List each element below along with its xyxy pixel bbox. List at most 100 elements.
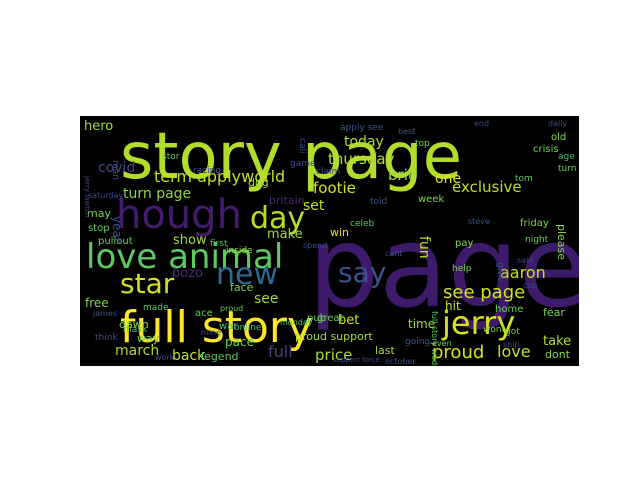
wordcloud-word: week [418, 194, 444, 205]
wordcloud-word: brit [388, 166, 414, 184]
wordcloud-word: term applyworld [154, 167, 285, 186]
wordcloud-word: racing [193, 166, 221, 176]
wordcloud-word: cant [385, 249, 403, 258]
wordcloud-word: got [505, 327, 520, 337]
wordcloud-word: new [216, 257, 278, 292]
wordcloud-word: turn page [123, 186, 191, 202]
wordcloud-word: please [555, 224, 568, 260]
wordcloud-word: dog [248, 176, 269, 189]
wordcloud-word: think [95, 333, 118, 343]
wordcloud-word: story page [120, 120, 462, 194]
wordcloud-word: proud [220, 304, 243, 313]
wordcloud-word: take [543, 334, 571, 349]
wordcloud-word: inside [226, 246, 253, 256]
wordcloud-word: proud [432, 342, 484, 363]
wordcloud-word: stop [88, 223, 110, 234]
wordcloud-word: stor [162, 152, 180, 162]
wordcloud-word: march [115, 343, 159, 359]
wordcloud-word: man [110, 160, 120, 180]
wordcloud-word: cali [297, 138, 307, 153]
wordcloud-word: footie [313, 179, 356, 197]
wordcloud-word: dawn [119, 318, 149, 331]
wordcloud-word: full [268, 342, 293, 361]
wordcloud-word: full story wednesday [430, 311, 439, 366]
wordcloud-word: monday [280, 318, 313, 327]
wordcloud-word: great [317, 313, 344, 324]
wordcloud-word: win [330, 226, 349, 239]
wordcloud-word: support force [333, 356, 380, 364]
wordcloud-word: war [219, 321, 238, 332]
wordcloud-word: face [230, 281, 254, 294]
wordcloud-word: see [254, 291, 279, 307]
wordcloud-image: story page page hough day love animal new say f… [80, 116, 579, 366]
wordcloud-word: bozo [172, 266, 203, 281]
wordcloud-word: last [375, 344, 396, 357]
wordcloud-word: one [435, 171, 461, 187]
wordcloud-word: love [497, 342, 531, 361]
wordcloud-word: britain [269, 194, 305, 207]
wordcloud-word: mine [201, 328, 221, 337]
wordcloud-word: wont [483, 325, 506, 335]
wordcloud-word: work [155, 353, 175, 362]
wordcloud-word: make [267, 227, 303, 242]
wordcloud-word: star [120, 267, 175, 300]
wordcloud-word: said [517, 256, 533, 265]
wordcloud-word: home [495, 304, 523, 315]
wordcloud-word: bet [338, 313, 359, 328]
wordcloud-word: james [92, 309, 117, 318]
wordcloud-word: end [474, 119, 489, 128]
wordcloud-word: fear [543, 306, 565, 319]
wordcloud-word: told [370, 197, 387, 207]
wordcloud-word: even [432, 339, 452, 348]
wordcloud-word: mask [123, 325, 148, 335]
wordcloud-word: turn [558, 164, 576, 174]
wordcloud-word: set [303, 198, 325, 214]
wordcloud-word: best [398, 127, 415, 136]
wordcloud-word: age [558, 152, 575, 162]
wordcloud-word: free [85, 296, 109, 310]
wordcloud-word: pullout [98, 236, 133, 247]
wordcloud-word: aaron [500, 263, 546, 282]
wordcloud-word: may [87, 207, 111, 220]
wordcloud-word: help [452, 264, 472, 274]
wordcloud-word: pace [225, 335, 254, 349]
wordcloud-word: pay [455, 238, 473, 249]
wordcloud-word: covid [98, 160, 135, 176]
wordcloud-word: apply see [340, 123, 384, 133]
wordcloud-word: proud support [295, 330, 373, 343]
wordcloud-word: hough [116, 192, 242, 238]
wordcloud-word: love animal [86, 237, 283, 277]
wordcloud-word: first [210, 239, 228, 249]
wordcloud-word: fun [416, 236, 432, 259]
wordcloud-word: jerry lawton [83, 175, 91, 218]
wordcloud-word: see page [443, 282, 525, 303]
wordcloud-word: jerry [441, 304, 515, 342]
wordcloud-word: time [408, 317, 435, 331]
wordcloud-word: way [137, 332, 160, 345]
wordcloud-word: ship [503, 340, 520, 349]
wordcloud-word: thursday [328, 150, 395, 168]
wordcloud-word: old [551, 132, 566, 143]
wordcloud-word: say [338, 256, 386, 289]
wordcloud-word: saturday [88, 191, 123, 200]
wordcloud-word: price [315, 346, 352, 364]
wordcloud-word: dont [545, 348, 571, 361]
wordcloud-word: celeb [350, 219, 375, 229]
wordcloud-word: claim [316, 167, 340, 177]
wordcloud-word: night [525, 235, 549, 245]
wordcloud-word: daily [548, 119, 567, 128]
wordcloud-word: page [308, 203, 579, 333]
wordcloud-word: online [234, 323, 262, 333]
wordcloud-word: legend [201, 350, 239, 363]
wordcloud-word: today [344, 134, 384, 150]
wordcloud-word: tom [515, 174, 533, 184]
wordcloud-word: steve [468, 217, 490, 226]
wordcloud-word: cop [523, 281, 537, 290]
wordcloud-word: friday [520, 218, 549, 229]
wordcloud-word: going [405, 337, 430, 347]
wordcloud-word: back [172, 348, 206, 364]
wordcloud-word: year [110, 216, 124, 243]
wordcloud-word: spend [303, 241, 327, 250]
wordcloud-word: ace [195, 308, 213, 319]
